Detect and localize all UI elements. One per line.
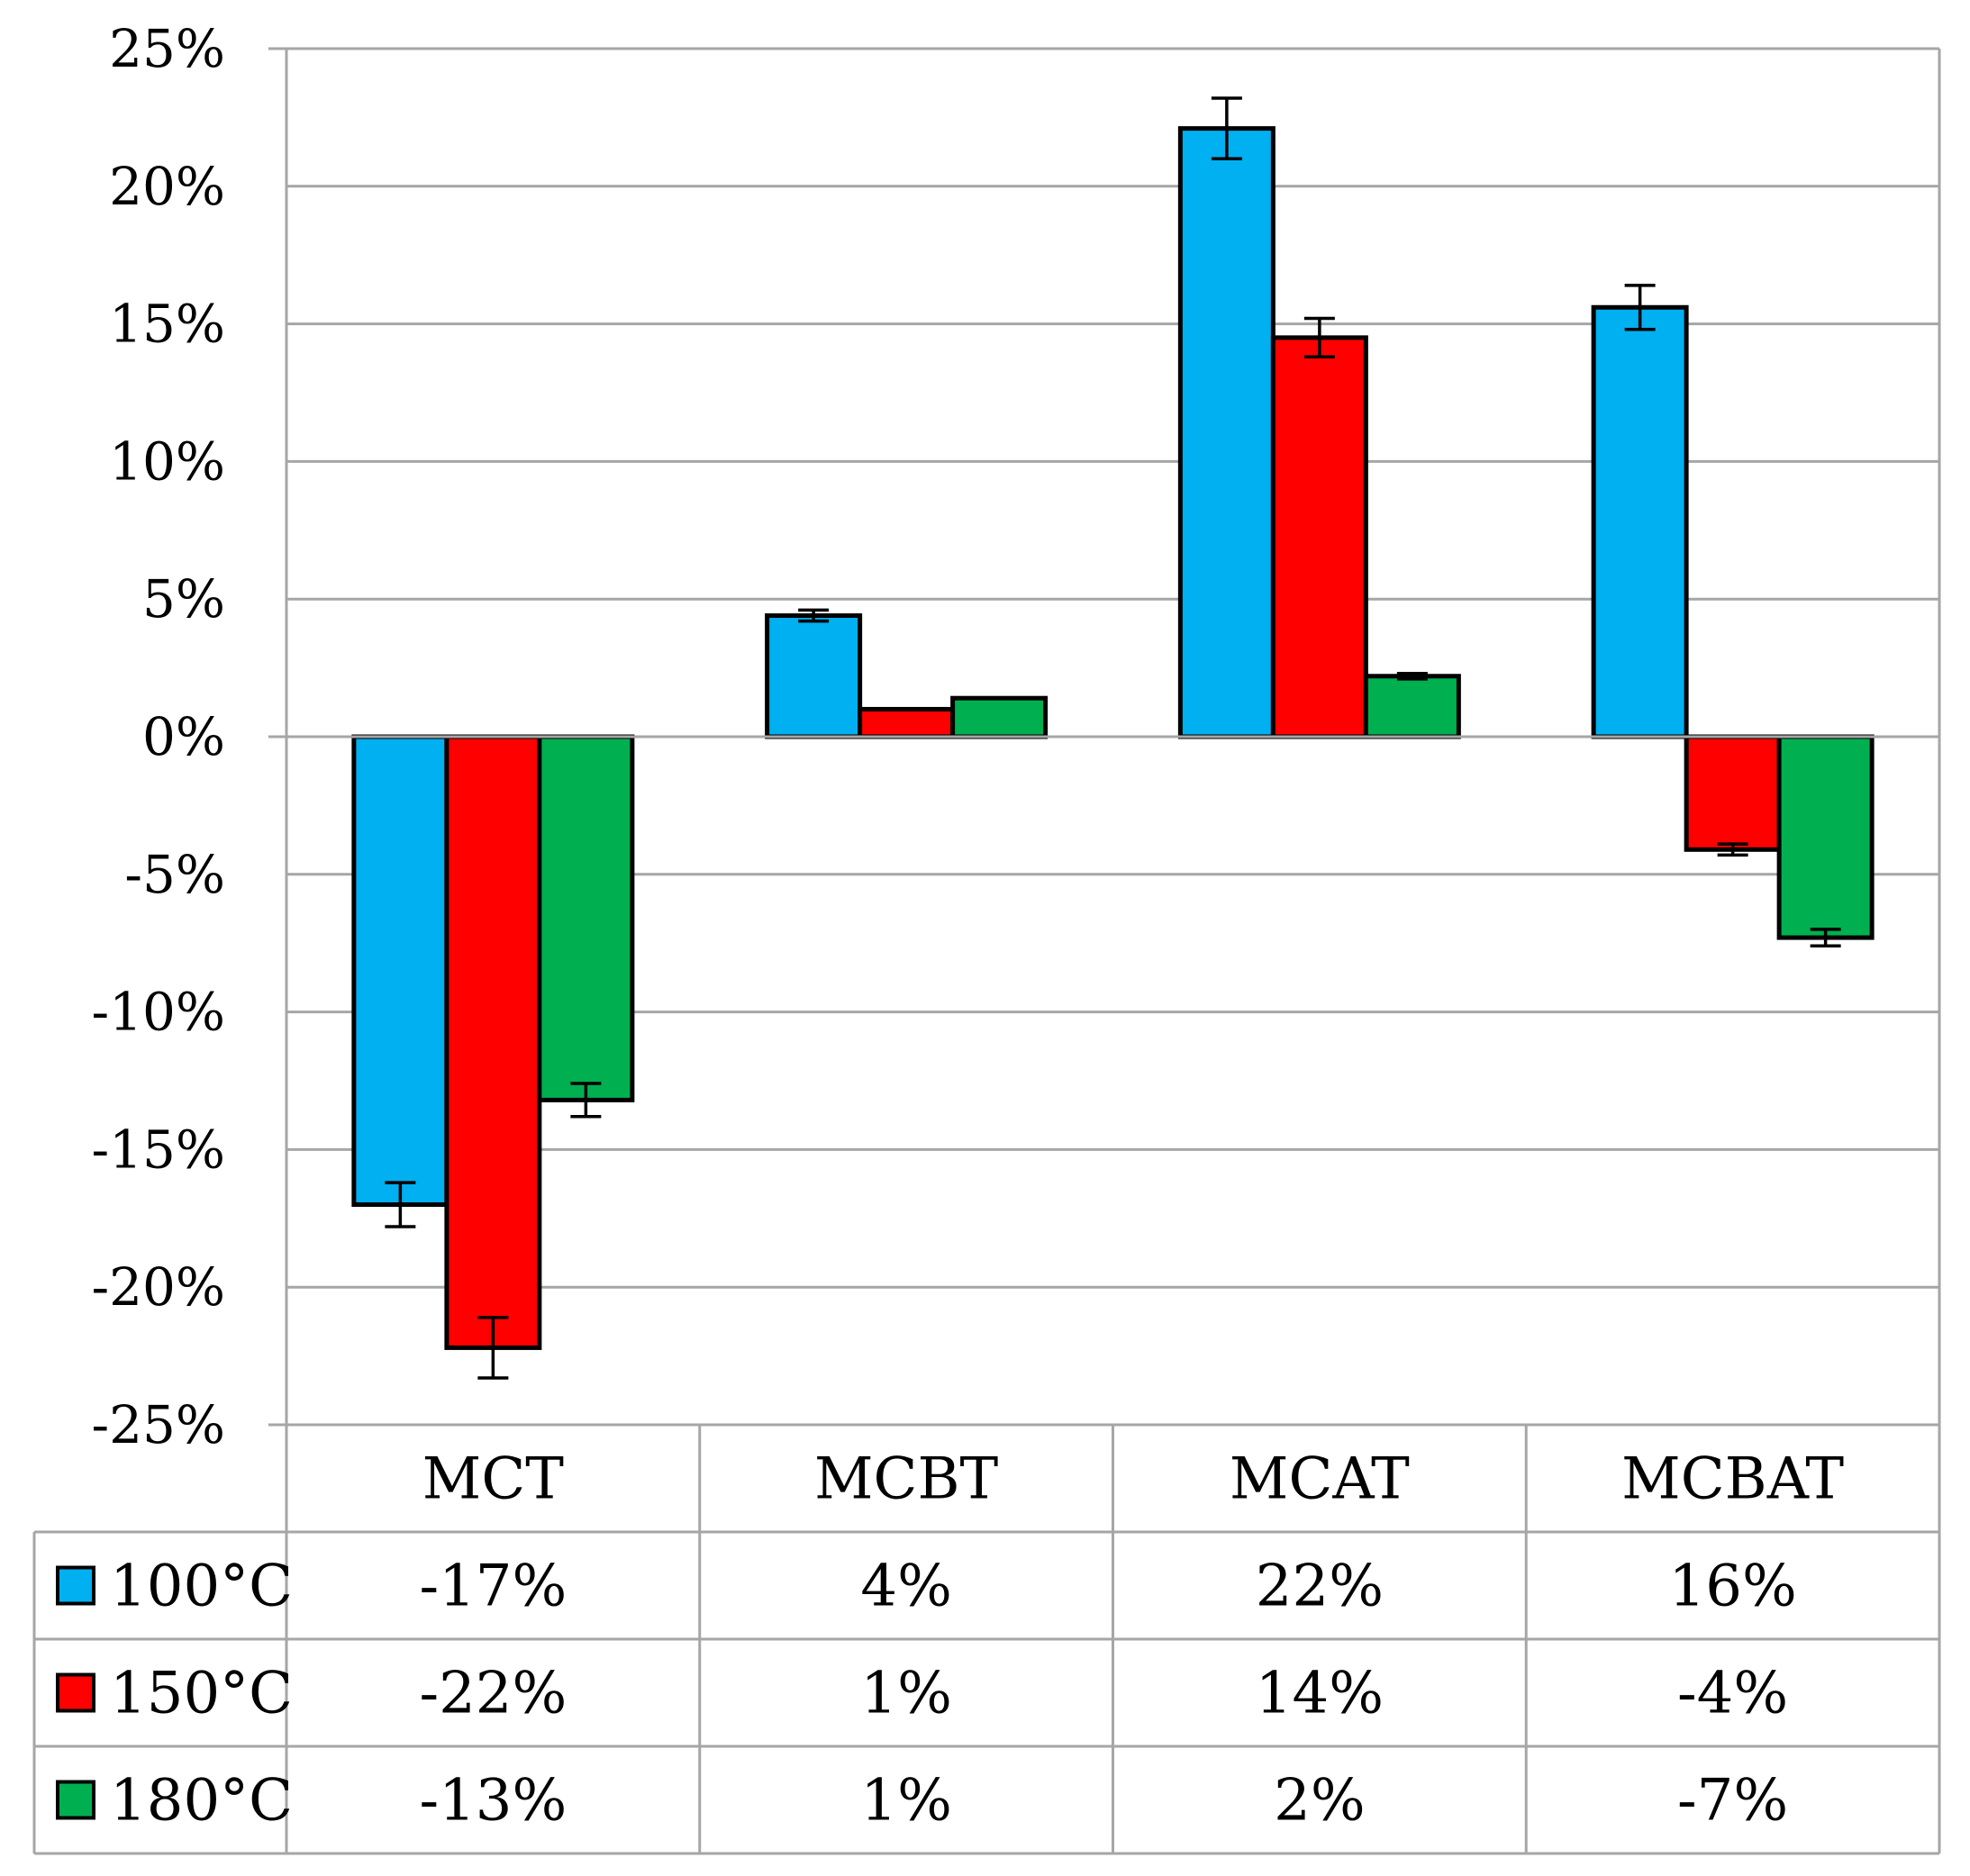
legend-swatch-2: [56, 1780, 95, 1820]
bar-mct-series-0: [351, 734, 449, 1208]
y-tick-label: 15%: [109, 294, 225, 355]
y-tick-label: -15%: [91, 1119, 225, 1180]
legend-label: 100°C: [110, 1554, 293, 1620]
x-category-label: MCAT: [1230, 1446, 1410, 1513]
bar-mcat-series-1: [1270, 335, 1368, 739]
legend-label: 180°C: [110, 1768, 293, 1835]
bar-mct-series-2: [537, 734, 635, 1102]
bar-mcat-series-0: [1177, 126, 1276, 739]
y-tick-label: 10%: [109, 430, 225, 492]
data-table-value: -13%: [419, 1768, 567, 1835]
data-table-value: 2%: [1274, 1768, 1366, 1835]
legend-swatch-1: [56, 1672, 95, 1713]
y-tick-label: 0%: [142, 706, 225, 767]
y-tick-label: 25%: [109, 18, 225, 79]
x-category-label: MCT: [422, 1446, 565, 1513]
data-table-value: 22%: [1256, 1554, 1384, 1620]
data-table-value: 4%: [860, 1554, 952, 1620]
x-category-label: MCBAT: [1621, 1446, 1844, 1513]
y-tick-label: -25%: [91, 1394, 225, 1455]
bar-mcbt-series-1: [858, 706, 956, 739]
bar-mcbat-series-2: [1776, 734, 1875, 940]
data-table-value: -4%: [1677, 1661, 1788, 1727]
bar-mcbt-series-0: [765, 613, 863, 739]
bar-mcat-series-2: [1363, 674, 1461, 739]
y-tick-label: 5%: [142, 568, 225, 630]
legend-swatch-0: [56, 1565, 95, 1606]
data-table-value: 16%: [1669, 1554, 1797, 1620]
bar-mcbt-series-2: [950, 695, 1049, 739]
bar-mcbat-series-1: [1684, 734, 1782, 852]
data-table-value: -17%: [419, 1554, 567, 1620]
data-table-value: 1%: [860, 1661, 952, 1727]
data-table-value: 1%: [860, 1768, 952, 1835]
data-table-value: -7%: [1677, 1768, 1788, 1835]
bar-mct-series-1: [444, 734, 542, 1350]
y-tick-label: -5%: [124, 844, 225, 905]
x-category-label: MCBT: [814, 1446, 999, 1513]
legend-label: 150°C: [110, 1661, 293, 1727]
y-tick-label: -20%: [91, 1256, 225, 1318]
data-table-value: -22%: [419, 1661, 567, 1727]
y-tick-label: -10%: [91, 982, 225, 1043]
y-tick-label: 20%: [109, 156, 225, 217]
bar-mcbat-series-0: [1591, 304, 1689, 739]
data-table-value: 14%: [1256, 1661, 1384, 1727]
